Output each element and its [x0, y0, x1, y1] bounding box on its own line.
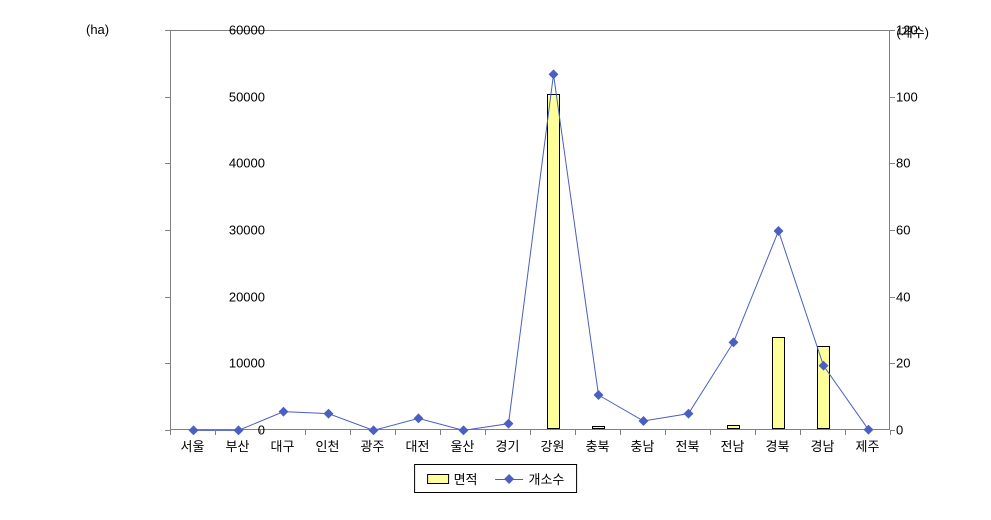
dual-axis-chart: (ha) (개수) 010000200003000040000500006000…: [0, 0, 991, 520]
ytick-right: 60: [896, 223, 910, 238]
ytick-right: 40: [896, 289, 910, 304]
ytick-right: 20: [896, 356, 910, 371]
xtick-label: 인천: [316, 436, 340, 455]
line-marker: [324, 409, 334, 419]
line-marker: [279, 407, 289, 417]
line-marker: [774, 226, 784, 236]
ytick-left: 60000: [215, 23, 265, 38]
ytick-right: 80: [896, 156, 910, 171]
xtick-label: 울산: [451, 436, 475, 455]
xtick-label: 전북: [676, 436, 700, 455]
legend-line-swatch: [496, 473, 524, 485]
left-axis-label: (ha): [86, 22, 109, 37]
line-marker: [819, 361, 829, 371]
xtick-label: 강원: [541, 436, 565, 455]
ytick-right: 0: [896, 423, 903, 438]
line-path: [194, 74, 869, 430]
legend-bar-label: 면적: [454, 469, 478, 488]
line-marker: [639, 416, 649, 426]
ytick-left: 50000: [215, 89, 265, 104]
line-marker: [504, 419, 514, 429]
line-marker: [864, 425, 874, 435]
line-marker: [549, 69, 559, 79]
ytick-left: 10000: [215, 356, 265, 371]
legend-bar-swatch: [427, 474, 449, 484]
ytick-left: 40000: [215, 156, 265, 171]
xtick-label: 대구: [271, 436, 295, 455]
ytick-left: 20000: [215, 289, 265, 304]
legend-item-bar: 면적: [427, 469, 478, 488]
xtick-label: 경남: [811, 436, 835, 455]
line-marker: [414, 413, 424, 423]
xtick-label: 광주: [361, 436, 385, 455]
legend-item-line: 개소수: [496, 469, 565, 488]
ytick-left: 30000: [215, 223, 265, 238]
xtick-label: 전남: [721, 436, 745, 455]
line-marker: [189, 425, 199, 435]
ytick-right: 100: [896, 89, 918, 104]
xtick-label: 충남: [631, 436, 655, 455]
xtick-label: 부산: [226, 436, 250, 455]
xtick-label: 충북: [586, 436, 610, 455]
xtick-label: 경북: [766, 436, 790, 455]
line-marker: [369, 425, 379, 435]
line-marker: [729, 337, 739, 347]
xtick-label: 경기: [496, 436, 520, 455]
line-marker: [684, 409, 694, 419]
xtick-label: 서울: [181, 436, 205, 455]
line-layer: [171, 31, 891, 431]
legend: 면적 개소수: [414, 464, 578, 493]
legend-line-label: 개소수: [529, 469, 565, 488]
xtick-label: 제주: [856, 436, 880, 455]
plot-area: [170, 30, 890, 430]
ytick-right: 120: [896, 23, 918, 38]
xtick-label: 대전: [406, 436, 430, 455]
line-marker: [459, 425, 469, 435]
line-marker: [594, 390, 604, 400]
